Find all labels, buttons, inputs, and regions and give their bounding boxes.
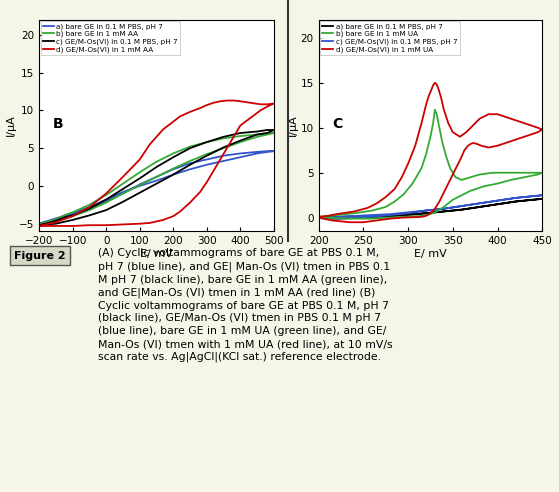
Y-axis label: I/μA: I/μA bbox=[288, 115, 298, 136]
Legend: a) bare GE in 0.1 M PBS, pH 7, b) bare GE in 1 mM AA, c) GE/M-Os(VI) in 0.1 M PB: a) bare GE in 0.1 M PBS, pH 7, b) bare G… bbox=[41, 21, 180, 55]
X-axis label: E/ mV: E/ mV bbox=[140, 249, 173, 259]
Text: B: B bbox=[53, 117, 64, 131]
Text: C: C bbox=[332, 117, 342, 131]
Y-axis label: I/μA: I/μA bbox=[6, 115, 16, 136]
Text: (A) Cyclic voltammograms of bare GE at PBS 0.1 M,
pH 7 (blue line), and GE| Man-: (A) Cyclic voltammograms of bare GE at P… bbox=[98, 248, 392, 363]
Legend: a) bare GE in 0.1 M PBS, pH 7, b) bare GE in 1 mM UA, c) GE/M-Os(VI) in 0.1 M PB: a) bare GE in 0.1 M PBS, pH 7, b) bare G… bbox=[320, 21, 459, 55]
Text: Figure 2: Figure 2 bbox=[14, 251, 65, 261]
X-axis label: E/ mV: E/ mV bbox=[414, 249, 447, 259]
